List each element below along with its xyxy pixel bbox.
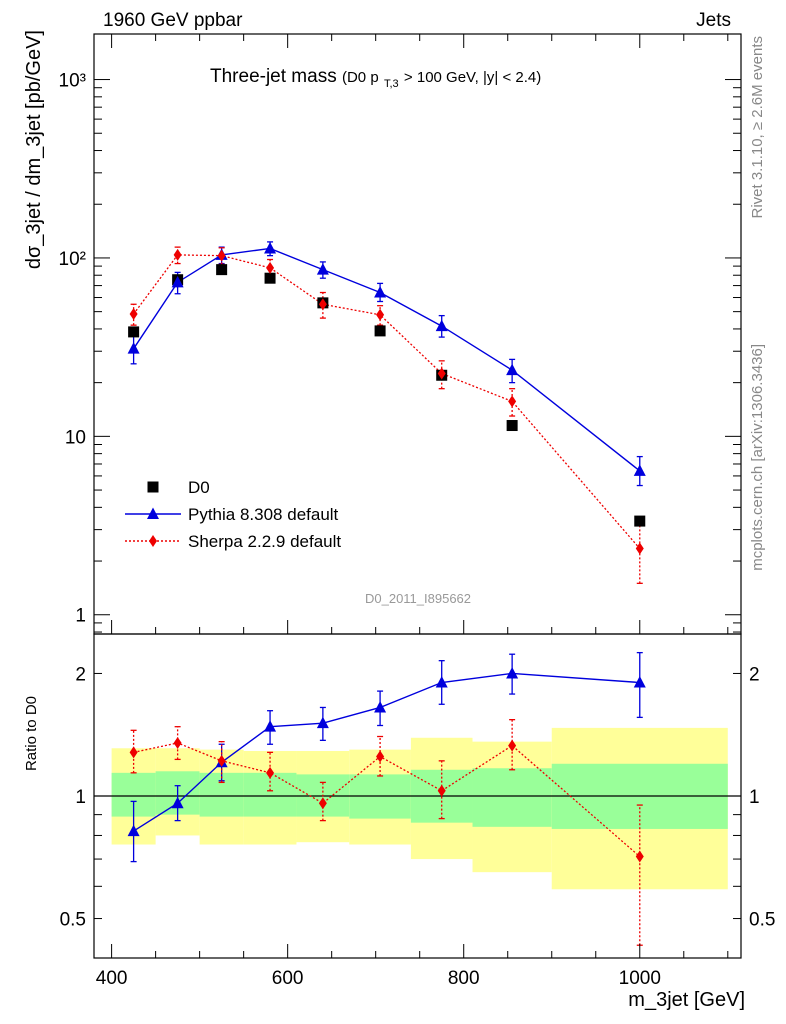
ratio-y-axis-title: Ratio to D0 bbox=[23, 696, 40, 771]
legend: D0 Pythia 8.308 default Sherpa 2.2.9 defau… bbox=[125, 478, 341, 551]
ratio-y-tick-label-2: 2 bbox=[75, 664, 86, 685]
ratio-uncertainty-bands bbox=[94, 727, 741, 890]
plot-title-cut-suffix: > 100 GeV, |y| < 2.4) bbox=[404, 69, 541, 86]
main-d0-marker-8 bbox=[634, 515, 646, 527]
main-pythia-marker-8 bbox=[633, 464, 646, 476]
ratio-sherpa-marker-1 bbox=[173, 736, 182, 749]
main-sherpa-marker-6 bbox=[437, 367, 446, 380]
ratio-sherpa-marker-5 bbox=[376, 750, 385, 763]
rivet-label: Rivet 3.1.10, ≥ 2.6M events bbox=[749, 36, 766, 219]
ratio-pythia-marker-7 bbox=[506, 666, 519, 679]
main-pythia-marker-0 bbox=[127, 342, 140, 354]
ratio-pythia-marker-4 bbox=[316, 716, 329, 729]
main-d0-marker-2 bbox=[216, 264, 228, 276]
ratio-pythia-marker-3 bbox=[264, 720, 277, 732]
ratio-sherpa-marker-4 bbox=[318, 797, 327, 810]
main-pythia-marker-4 bbox=[316, 263, 329, 275]
main-sherpa-marker-8 bbox=[635, 542, 644, 555]
legend-entry-sherpa: Sherpa 2.2.9 default bbox=[125, 532, 341, 551]
legend-label-d0: D0 bbox=[188, 478, 210, 497]
main-y-tick-label-1: 1 bbox=[75, 606, 86, 627]
ratio-y-tick-label-1: 1 bbox=[75, 787, 86, 808]
ratio-pythia-marker-5 bbox=[374, 700, 387, 713]
main-d0-marker-3 bbox=[264, 272, 276, 284]
plot-title-cut-sub: T,3 bbox=[384, 78, 399, 90]
ratio-y-tick-label-right-0.5: 0.5 bbox=[749, 910, 775, 931]
main-sherpa-marker-7 bbox=[508, 395, 517, 408]
ratio-pythia-marker-8 bbox=[633, 676, 646, 688]
main-sherpa-line bbox=[133, 254, 641, 549]
ratio-sherpa-errorbar-4 bbox=[319, 781, 326, 822]
header-right: Jets bbox=[696, 10, 731, 31]
ratio-sherpa-marker-6 bbox=[437, 784, 446, 797]
ratio-sherpa-marker-8 bbox=[635, 850, 644, 863]
x-tick-label-400: 400 bbox=[96, 968, 128, 989]
main-y-axis-title: dσ_3jet / dm_3jet [pb/GeV] bbox=[23, 30, 45, 269]
main-pythia-marker-1 bbox=[171, 275, 184, 288]
main-pythia-marker-7 bbox=[506, 363, 519, 376]
mcplots-label: mcplots.cern.ch [arXiv:1306.3436] bbox=[749, 344, 766, 571]
plot-title-main: Three-jet mass bbox=[210, 66, 337, 87]
header-left: 1960 GeV ppbar bbox=[103, 10, 243, 31]
main-y-tick-label-1000: 10³ bbox=[59, 71, 86, 92]
main-y-tick-label-100: 10² bbox=[59, 249, 86, 270]
analysis-id: D0_2011_I895662 bbox=[365, 591, 471, 606]
ratio-sherpa-marker-3 bbox=[266, 766, 275, 779]
ratio-y-tick-label-0.5: 0.5 bbox=[60, 910, 86, 931]
x-tick-label-1000: 1000 bbox=[619, 968, 661, 989]
axes: 400 600 800 1000 1 10 10² 10³ 0.5 0.5 1 1 2 2 bbox=[59, 33, 775, 989]
data-markers bbox=[127, 241, 646, 863]
legend-label-sherpa: Sherpa 2.2.9 default bbox=[188, 532, 341, 551]
legend-entry-d0: D0 bbox=[147, 478, 210, 497]
ratio-pythia-marker-1 bbox=[171, 796, 184, 809]
main-d0-marker-0 bbox=[128, 326, 140, 338]
main-pythia-line bbox=[133, 247, 641, 472]
main-pythia-marker-6 bbox=[435, 319, 448, 332]
main-sherpa-marker-5 bbox=[376, 308, 385, 321]
ratio-y-tick-label-right-2: 2 bbox=[749, 664, 760, 685]
main-pythia-marker-5 bbox=[374, 286, 387, 298]
ratio-band-inner-7 bbox=[472, 768, 552, 827]
ratio-band-inner-3 bbox=[243, 772, 297, 817]
legend-marker-d0 bbox=[147, 481, 159, 493]
ratio-sherpa-marker-0 bbox=[129, 746, 138, 759]
ratio-sherpa-marker-7 bbox=[508, 739, 517, 752]
main-sherpa-marker-0 bbox=[129, 308, 138, 321]
legend-marker-sherpa bbox=[149, 535, 157, 547]
ratio-pythia-marker-6 bbox=[435, 676, 448, 688]
main-sherpa-marker-4 bbox=[318, 298, 327, 311]
ratio-y-tick-label-right-1: 1 bbox=[749, 787, 760, 808]
x-axis-title: m_3jet [GeV] bbox=[628, 989, 745, 1011]
x-tick-label-600: 600 bbox=[272, 968, 304, 989]
ratio-sherpa-errorbar-5 bbox=[377, 735, 384, 777]
main-pythia-marker-3 bbox=[264, 241, 277, 254]
legend-label-pythia: Pythia 8.308 default bbox=[188, 505, 339, 524]
main-d0-marker-5 bbox=[374, 325, 386, 337]
legend-marker-pythia bbox=[147, 507, 159, 519]
ratio-sherpa-line bbox=[133, 742, 641, 858]
main-sherpa-marker-1 bbox=[173, 248, 182, 261]
plot-title: Three-jet mass (D0 p T,3 > 100 GeV, |y| … bbox=[210, 66, 541, 92]
main-y-tick-label-10: 10 bbox=[65, 427, 86, 448]
ratio-sherpa-errorbar-3 bbox=[267, 751, 274, 792]
main-sherpa-marker-2 bbox=[217, 249, 226, 262]
main-sherpa-errorbar-0 bbox=[130, 303, 137, 326]
plot-title-cut-prefix: (D0 p bbox=[342, 69, 379, 86]
main-d0-marker-7 bbox=[506, 420, 518, 432]
ratio-sherpa-marker-2 bbox=[217, 754, 226, 767]
main-sherpa-marker-3 bbox=[266, 261, 275, 274]
x-tick-label-800: 800 bbox=[448, 968, 480, 989]
legend-entry-pythia: Pythia 8.308 default bbox=[125, 505, 339, 524]
ratio-pythia-marker-0 bbox=[127, 824, 140, 837]
